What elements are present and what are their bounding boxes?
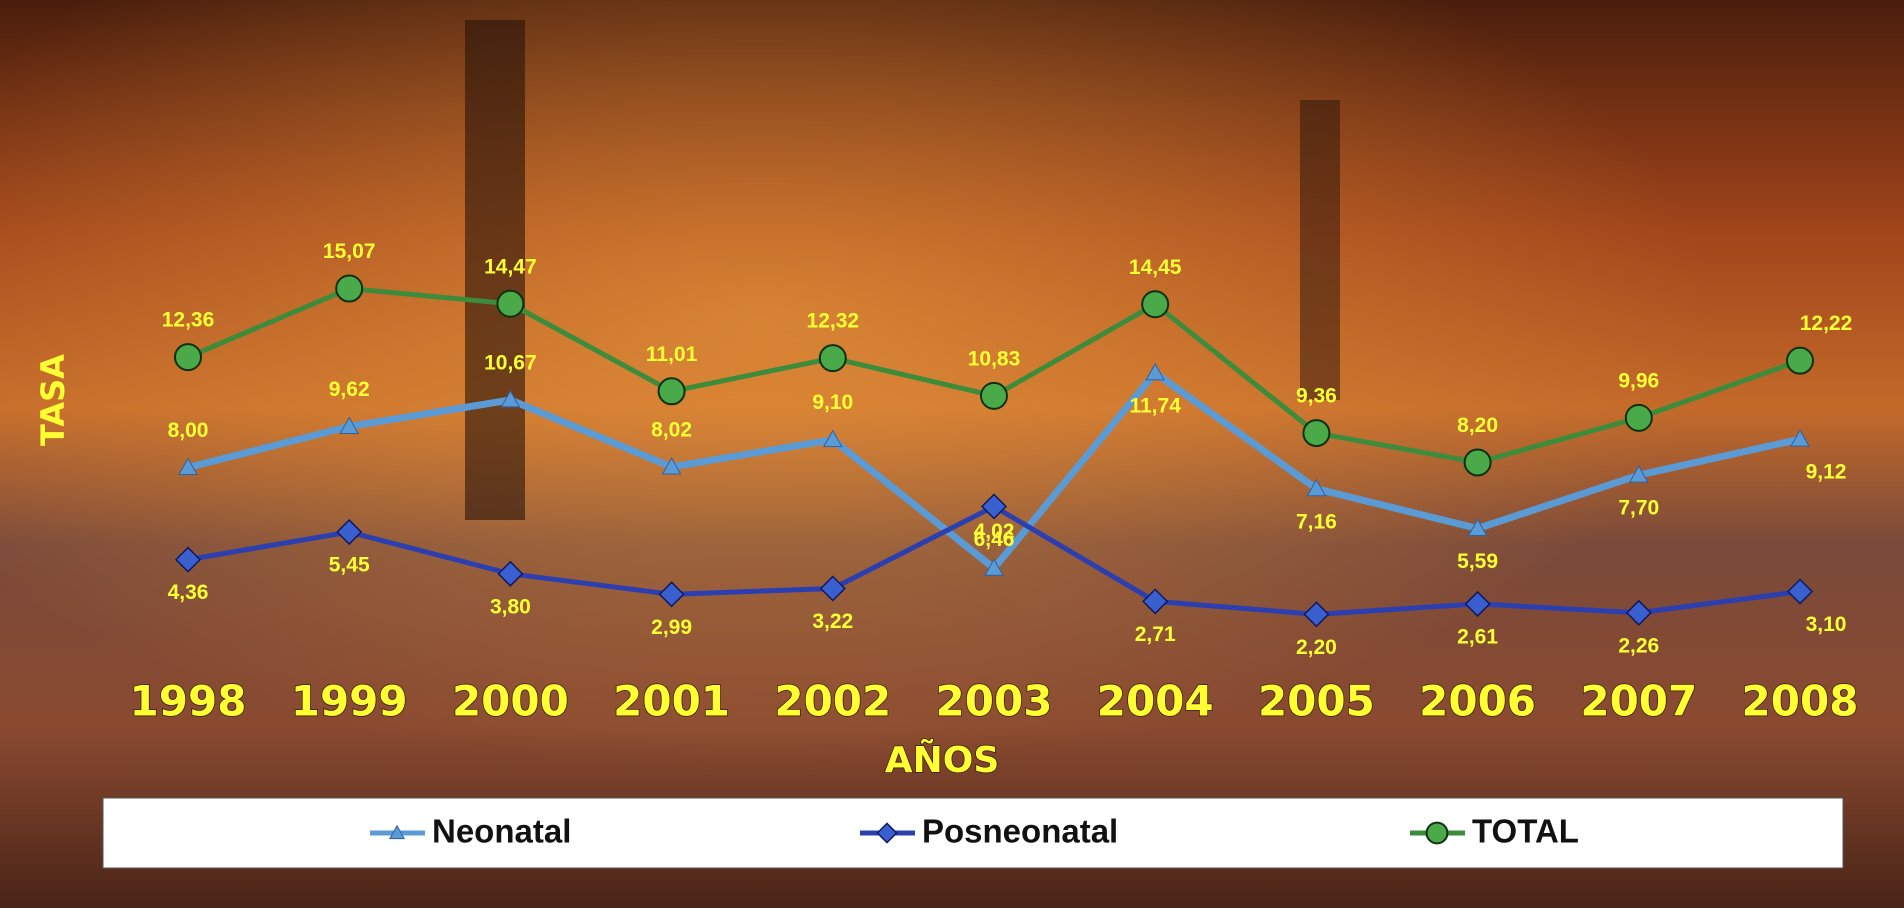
marker [1786, 578, 1814, 605]
marker [1624, 403, 1653, 432]
marker [980, 493, 1008, 520]
marker [818, 344, 847, 373]
x-tick-label: 2007 [1580, 677, 1697, 726]
marker [500, 389, 521, 408]
data-label: 9,36 [1296, 385, 1337, 408]
marker [336, 518, 363, 546]
data-label: 5,59 [1457, 550, 1498, 573]
data-label: 4,36 [168, 581, 209, 604]
marker [497, 560, 524, 587]
marker [657, 377, 686, 406]
x-tick-label: 2001 [613, 677, 730, 726]
data-label: 3,22 [812, 610, 853, 633]
tree-trunk [465, 20, 525, 520]
data-label: 9,62 [329, 378, 370, 401]
data-label: 8,20 [1457, 414, 1498, 437]
x-tick-label: 1999 [291, 677, 408, 726]
data-label: 14,47 [484, 255, 537, 278]
data-label: 9,96 [1618, 369, 1659, 392]
data-label: 7,16 [1296, 510, 1337, 533]
data-label: 15,07 [323, 240, 376, 263]
data-label: 5,45 [329, 554, 370, 577]
x-tick-label: 2008 [1742, 677, 1859, 726]
marker [1303, 601, 1330, 628]
data-label: 11,74 [1129, 394, 1181, 417]
data-label: 14,45 [1129, 256, 1182, 279]
x-tick-label: 2006 [1419, 677, 1536, 726]
data-label: 11,01 [646, 343, 698, 366]
x-tick-label: 2000 [452, 677, 569, 726]
marker [980, 381, 1008, 410]
marker [661, 456, 682, 475]
x-tick-label: 1998 [130, 677, 247, 726]
legend-label: Posneonatal [922, 813, 1118, 850]
marker [1464, 590, 1491, 617]
data-label: 6,46 [974, 528, 1015, 551]
marker [984, 558, 1004, 576]
marker [1425, 821, 1449, 845]
marker [1141, 290, 1170, 319]
marker [1302, 419, 1331, 448]
marker [876, 822, 898, 844]
marker [335, 274, 364, 303]
data-label: 8,02 [651, 419, 692, 442]
data-label: 2,26 [1618, 634, 1659, 657]
marker [819, 575, 846, 602]
marker [1463, 448, 1492, 477]
data-label: 10,67 [484, 351, 537, 374]
data-label: 9,10 [812, 391, 853, 414]
data-label: 9,12 [1806, 461, 1847, 484]
data-label: 3,10 [1806, 613, 1847, 636]
x-tick-label: 2002 [774, 677, 891, 726]
marker [496, 289, 525, 318]
marker [178, 457, 198, 475]
data-label: 8,00 [168, 419, 209, 442]
y-axis-title: TASA [34, 354, 72, 446]
marker [1790, 429, 1810, 447]
x-tick-label: 2003 [936, 677, 1053, 726]
marker [1786, 346, 1814, 375]
x-axis-title: AÑOS [885, 739, 1000, 781]
marker [174, 343, 202, 372]
x-tick-label: 2004 [1097, 677, 1214, 726]
data-label: 10,83 [968, 347, 1021, 370]
x-tick-label: 2005 [1258, 677, 1375, 726]
marker [1142, 588, 1169, 615]
data-label: 4,02 [974, 520, 1015, 543]
data-label: 7,70 [1618, 497, 1659, 520]
marker [658, 581, 685, 608]
marker [822, 429, 843, 448]
marker [1306, 478, 1327, 497]
data-label: 12,36 [162, 309, 215, 332]
data-label: 2,20 [1296, 636, 1337, 659]
tree-trunk [1300, 100, 1340, 400]
data-label: 2,61 [1457, 625, 1498, 648]
data-label: 2,71 [1135, 623, 1176, 646]
marker [1628, 465, 1649, 483]
marker [1467, 518, 1488, 537]
marker [339, 416, 360, 434]
marker [1625, 599, 1652, 626]
data-label: 12,22 [1800, 312, 1853, 335]
data-label: 3,80 [490, 595, 531, 618]
data-label: 12,32 [807, 310, 860, 333]
marker [388, 824, 406, 840]
legend-label: Neonatal [432, 813, 571, 850]
marker [1145, 362, 1166, 381]
legend-label: TOTAL [1472, 813, 1579, 850]
marker [174, 546, 202, 573]
data-label: 2,99 [651, 616, 692, 639]
